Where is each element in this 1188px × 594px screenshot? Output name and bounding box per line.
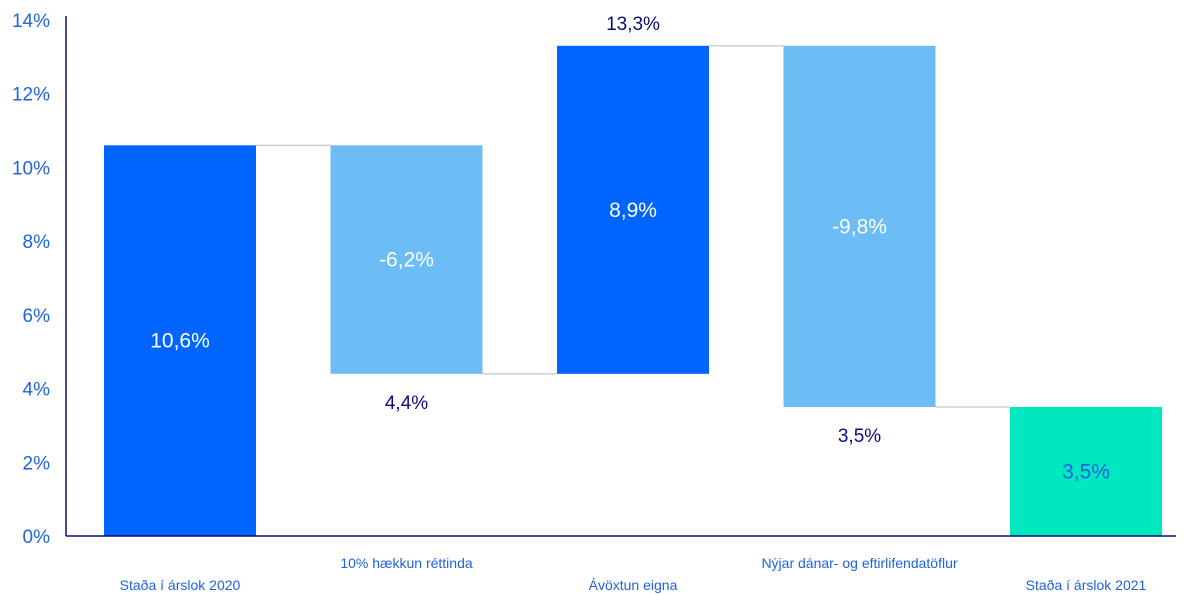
y-tick-label: 6% (23, 306, 51, 327)
y-tick-label: 4% (23, 380, 51, 401)
running-total-label: 3,5% (838, 426, 881, 447)
y-tick-label: 12% (12, 85, 50, 106)
category-label: Ávöxtun eigna (589, 577, 678, 593)
category-label: Staða í árslok 2020 (120, 577, 241, 593)
category-label: Nýjar dánar- og eftirlifendatöflur (761, 555, 957, 571)
bar-value-label: 3,5% (1062, 461, 1110, 484)
bar-3 (557, 45, 709, 374)
bars (104, 45, 1162, 537)
y-tick-label: 8% (23, 232, 51, 253)
bar-value-label: 8,9% (609, 199, 657, 222)
y-tick-label: 14% (12, 11, 50, 32)
axes: 0% 2% 4% 6% 8% 10% 12% 14% (12, 11, 1176, 548)
bar-2 (330, 145, 483, 374)
bar-value-label: -9,8% (832, 215, 887, 238)
connector-lines (256, 45, 1010, 408)
bar-value-label: 10,6% (150, 330, 210, 353)
labels: 10,6% Staða í árslok 2020 -6,2% 4,4% 10% hæk… (120, 14, 1147, 593)
bar-1 (104, 145, 256, 537)
bar-value-label: -6,2% (379, 249, 434, 272)
y-tick-label: 0% (23, 527, 51, 548)
category-label: 10% hækkun réttinda (340, 555, 473, 571)
running-total-label: 4,4% (385, 393, 428, 414)
category-label: Staða í árslok 2021 (1026, 577, 1147, 593)
bar-4 (783, 45, 936, 408)
bar-5 (1010, 407, 1162, 536)
running-total-label: 13,3% (606, 14, 660, 35)
y-tick-label: 2% (23, 453, 51, 474)
y-tick-label: 10% (12, 158, 50, 179)
